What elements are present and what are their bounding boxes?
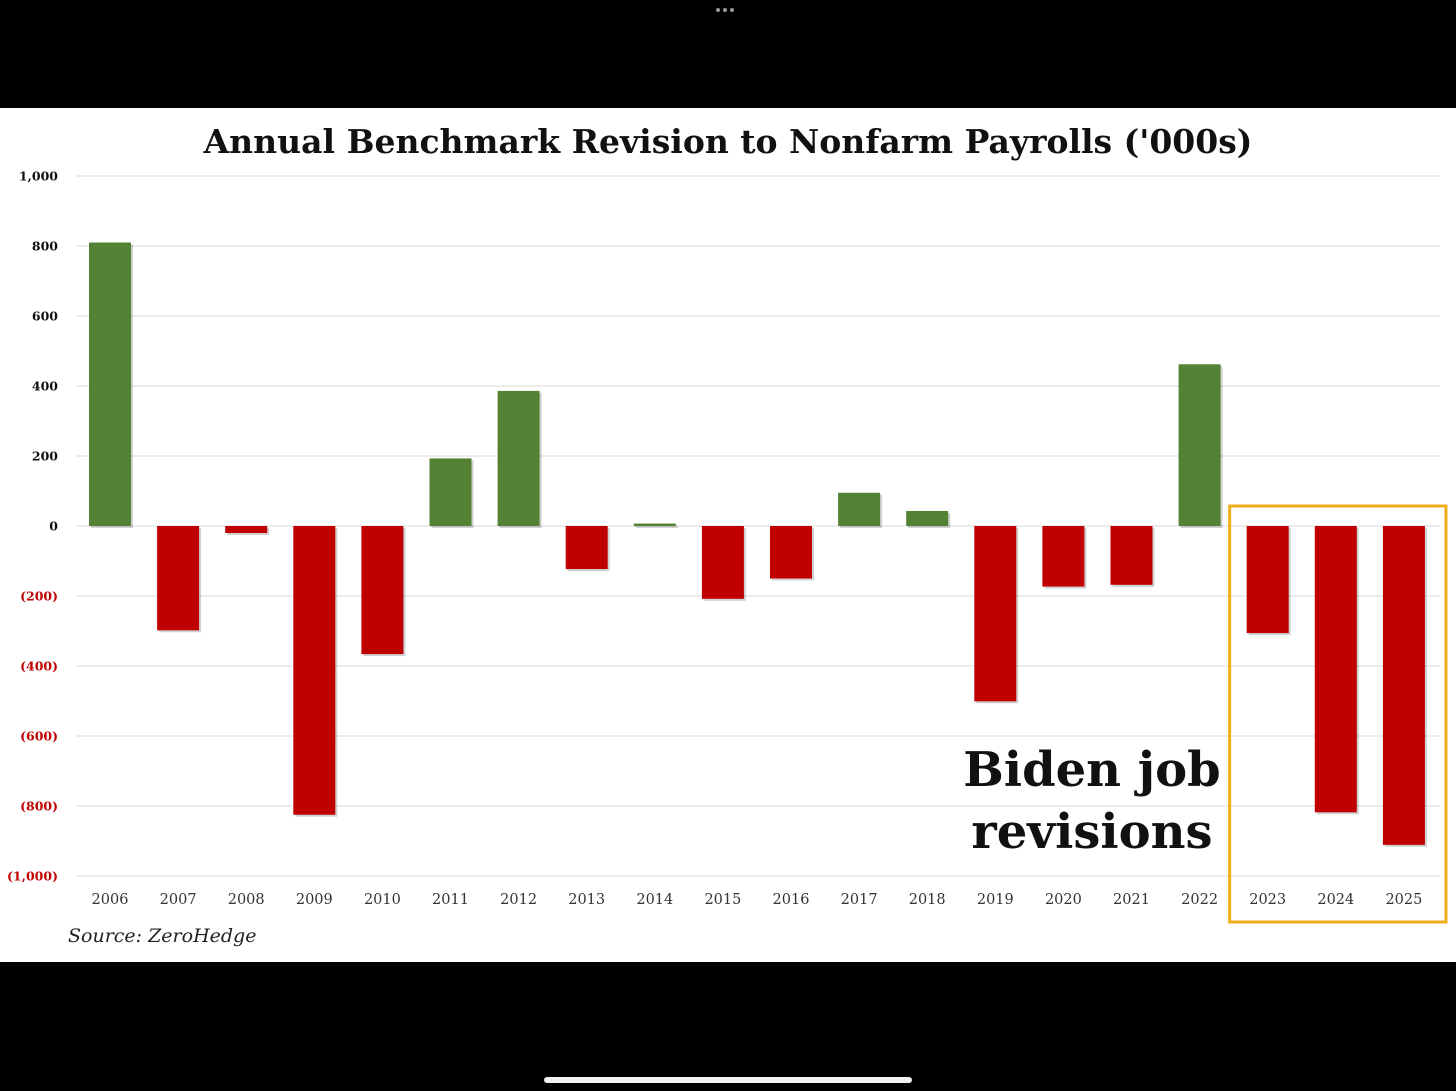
chart-title: Annual Benchmark Revision to Nonfarm Pay… xyxy=(203,122,1253,161)
annotation-line1: Biden job xyxy=(963,742,1220,798)
y-tick-label: 800 xyxy=(32,239,58,254)
x-tick-label: 2022 xyxy=(1181,892,1218,908)
bar-2012 xyxy=(497,390,540,526)
bar-2009 xyxy=(293,526,336,815)
y-tick-label: (400) xyxy=(20,659,58,674)
x-tick-label: 2010 xyxy=(364,892,401,908)
bottom-bar xyxy=(0,962,1456,1091)
x-axis-ticks: 2006 2007 2008 2009 2010 2011 2012 2013 2014 2015… xyxy=(92,892,1423,908)
y-tick-label: 0 xyxy=(49,519,58,534)
x-tick-label: 2019 xyxy=(977,892,1014,908)
bar-2020 xyxy=(1042,526,1085,587)
home-indicator-icon[interactable] xyxy=(544,1077,912,1083)
bar-2011 xyxy=(429,458,472,526)
top-bar xyxy=(0,0,1456,108)
bar-2019 xyxy=(974,526,1017,702)
x-tick-label: 2013 xyxy=(568,892,605,908)
y-tick-label: (800) xyxy=(20,799,58,814)
y-tick-label: 1,000 xyxy=(19,169,58,184)
x-tick-label: 2012 xyxy=(500,892,537,908)
y-axis-ticks: 1,000 800 600 400 200 0 (200) (400) (600) (800) (1… xyxy=(7,169,58,884)
x-tick-label: 2007 xyxy=(160,892,197,908)
bar-2015 xyxy=(701,526,744,599)
x-tick-label: 2021 xyxy=(1113,892,1150,908)
bar-2022 xyxy=(1178,364,1221,526)
more-dots-icon[interactable] xyxy=(716,8,734,12)
x-tick-label: 2014 xyxy=(636,892,673,908)
annotation-line2: revisions xyxy=(971,804,1212,860)
x-tick-label: 2016 xyxy=(773,892,810,908)
x-tick-label: 2020 xyxy=(1045,892,1082,908)
bar-chart: Annual Benchmark Revision to Nonfarm Pay… xyxy=(7,122,1448,947)
bar-2007 xyxy=(157,526,200,631)
x-tick-label: 2023 xyxy=(1249,892,1286,908)
bar-2016 xyxy=(770,526,812,579)
x-tick-label: 2006 xyxy=(92,892,129,908)
x-tick-label: 2011 xyxy=(432,892,469,908)
gridlines xyxy=(76,175,1440,877)
bars xyxy=(89,242,1427,847)
bar-2010 xyxy=(361,526,404,655)
x-tick-label: 2025 xyxy=(1385,892,1422,908)
bar-2023 xyxy=(1246,526,1289,634)
highlight-box xyxy=(1228,504,1448,924)
x-tick-label: 2009 xyxy=(296,892,333,908)
bar-shadow xyxy=(635,525,678,528)
x-tick-label: 2018 xyxy=(909,892,946,908)
chart-panel: Annual Benchmark Revision to Nonfarm Pay… xyxy=(0,108,1456,962)
y-tick-label: (1,000) xyxy=(7,869,58,884)
y-tick-label: (200) xyxy=(20,589,58,604)
bar-2013 xyxy=(565,526,608,570)
x-tick-label: 2024 xyxy=(1317,892,1354,908)
y-tick-label: 600 xyxy=(32,309,58,324)
bar-2025 xyxy=(1382,526,1425,845)
y-tick-label: 200 xyxy=(32,449,58,464)
y-tick-label: 400 xyxy=(32,379,58,394)
bar-2006 xyxy=(89,242,131,526)
bar-2018 xyxy=(906,510,949,526)
bar-2014 xyxy=(633,523,676,526)
bar-2017 xyxy=(838,492,881,526)
x-tick-label: 2015 xyxy=(704,892,741,908)
source-note: Source: ZeroHedge xyxy=(68,925,256,947)
bar-2021 xyxy=(1110,526,1153,585)
bar-2008 xyxy=(225,526,268,533)
x-tick-label: 2017 xyxy=(841,892,878,908)
bar-2024 xyxy=(1314,526,1357,813)
x-tick-label: 2008 xyxy=(228,892,265,908)
y-tick-label: (600) xyxy=(20,729,58,744)
